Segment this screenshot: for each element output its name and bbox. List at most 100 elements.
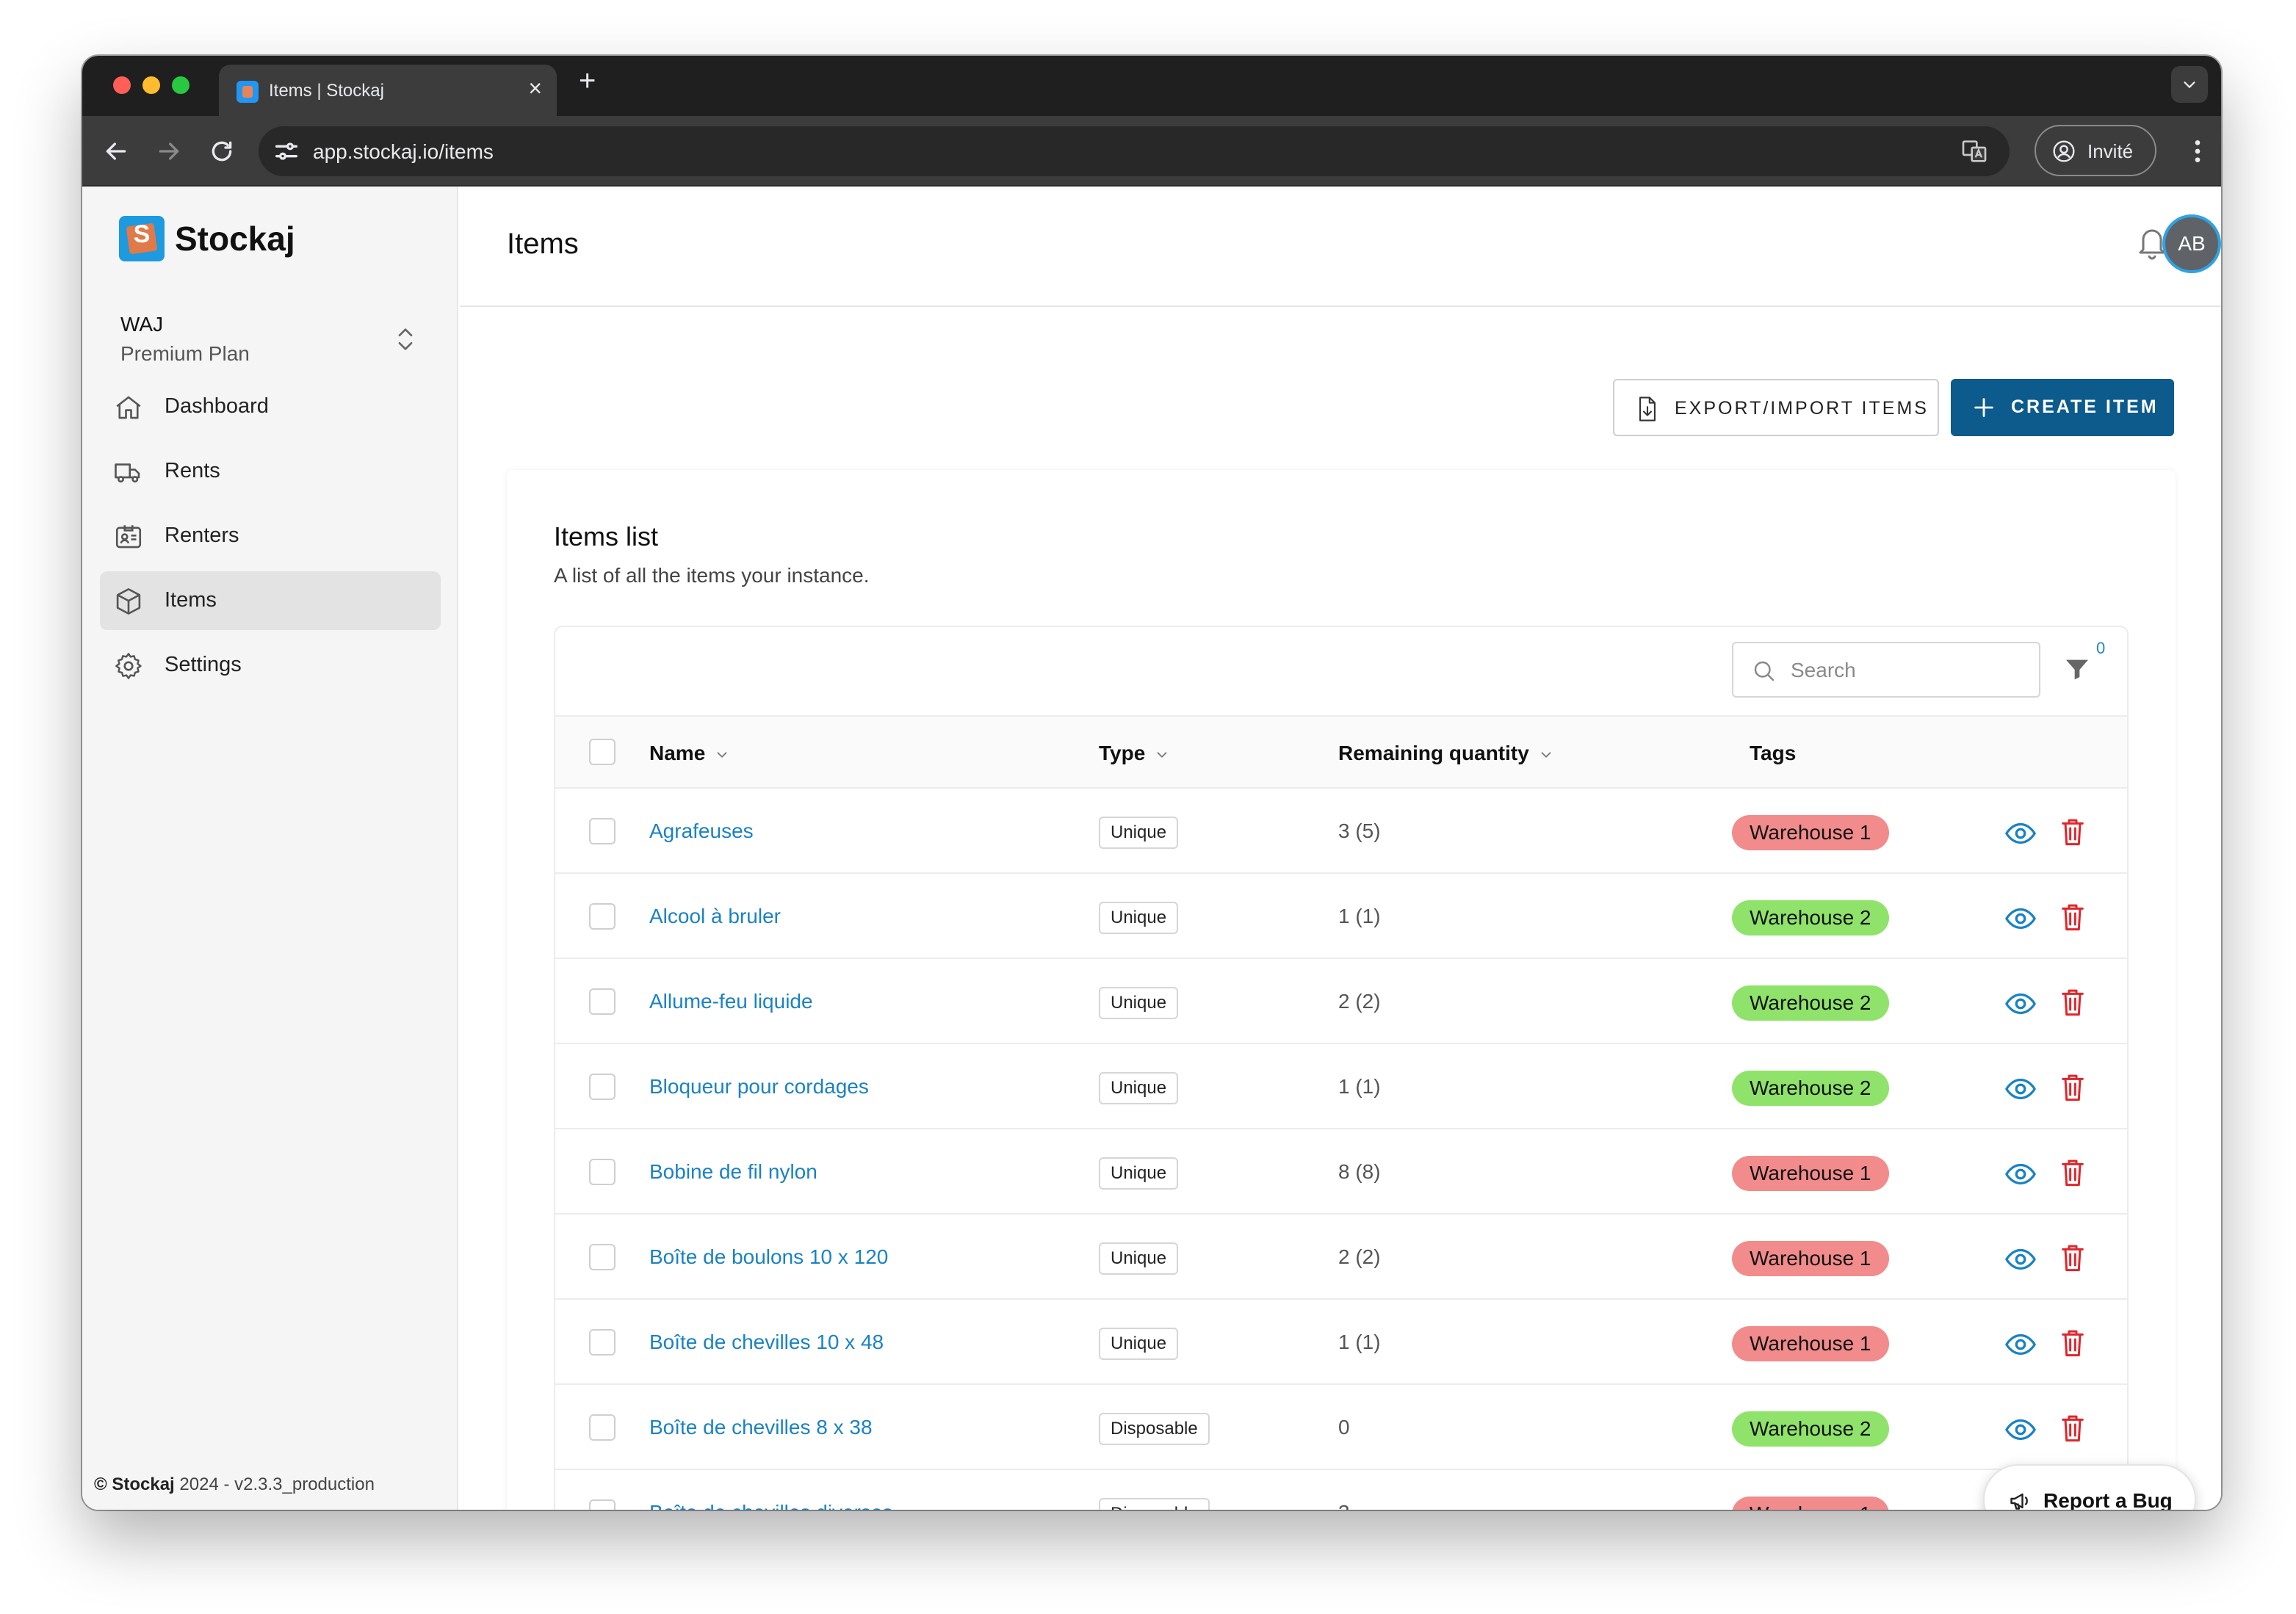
table-row[interactable]: Allume-feu liquide Unique 2 (2) Warehouse 2 (555, 960, 2127, 1044)
table-row[interactable]: Alcool à bruler Unique 1 (1) Warehouse 2 (555, 875, 2127, 959)
table-row[interactable]: Boîte de boulons 10 x 120 Unique 2 (2) Ware… (555, 1216, 2127, 1300)
chevron-down-icon (1541, 751, 1551, 758)
item-tag: Warehouse 2 (1732, 985, 1889, 1021)
item-name-link[interactable]: Boîte de boulons 10 x 120 (649, 1245, 889, 1268)
trash-icon[interactable] (2058, 985, 2087, 1019)
address-bar[interactable]: app.stockaj.io/items (259, 126, 2010, 176)
export-import-items-button[interactable]: EXPORT/IMPORT ITEMS (1613, 379, 1939, 436)
browser-tab[interactable]: Items | Stockaj × (219, 65, 557, 116)
column-remaining-quantity[interactable]: Remaining quantity (1338, 742, 1554, 765)
item-type-badge: Unique (1099, 987, 1179, 1019)
reload-button[interactable] (207, 137, 237, 166)
sidebar-item-items[interactable]: Items (100, 571, 441, 630)
translate-icon[interactable] (1960, 137, 1989, 166)
eye-icon[interactable] (2004, 987, 2037, 1021)
eye-icon[interactable] (2004, 902, 2037, 936)
search-field[interactable] (1732, 642, 2040, 698)
item-name-link[interactable]: Allume-feu liquide (649, 990, 813, 1013)
eye-icon[interactable] (2004, 1072, 2037, 1106)
items-list-subtitle: A list of all the items your instance. (554, 564, 870, 587)
trash-icon[interactable] (2058, 1156, 2087, 1190)
guest-label: Invité (2087, 140, 2134, 162)
item-remaining-quantity: 3 (1338, 1501, 1350, 1510)
item-name-link[interactable]: Boîte de chevilles 10 x 48 (649, 1331, 884, 1353)
item-type-badge: Unique (1099, 1157, 1179, 1190)
search-input[interactable] (1791, 656, 2026, 684)
item-remaining-quantity: 2 (2) (1338, 990, 1381, 1013)
back-button[interactable] (101, 137, 131, 166)
item-name-link[interactable]: Boîte de chevilles diverses (649, 1501, 893, 1510)
column-name[interactable]: Name (649, 742, 730, 765)
table-row[interactable]: Boîte de chevilles diverses Disposable 3 Wa… (555, 1472, 2127, 1510)
site-settings-icon[interactable] (272, 137, 301, 166)
item-name-link[interactable]: Boîte de chevilles 8 x 38 (649, 1416, 873, 1439)
tab-search-button[interactable] (2171, 66, 2208, 103)
report-bug-button[interactable]: Report a Bug (1983, 1464, 2196, 1510)
sidebar-item-label: Items (165, 588, 217, 612)
row-checkbox[interactable] (589, 903, 615, 930)
forward-button[interactable] (154, 137, 184, 166)
row-checkbox[interactable] (589, 1499, 615, 1510)
avatar[interactable]: AB (2162, 214, 2221, 273)
item-tag: Warehouse 2 (1732, 900, 1889, 936)
eye-icon[interactable] (2004, 1413, 2037, 1447)
eye-icon[interactable] (2004, 817, 2037, 850)
sidebar-item-dashboard[interactable]: Dashboard (100, 377, 441, 436)
trash-icon[interactable] (2058, 1326, 2087, 1360)
create-item-button[interactable]: CREATE ITEM (1951, 379, 2174, 436)
table-row[interactable]: Agrafeuses Unique 3 (5) Warehouse 1 (555, 790, 2127, 874)
sidebar-item-renters[interactable]: Renters (100, 507, 441, 565)
select-all-checkbox[interactable] (589, 739, 615, 765)
trash-icon[interactable] (2058, 1071, 2087, 1104)
sidebar-item-settings[interactable]: Settings (100, 636, 441, 695)
item-name-link[interactable]: Alcool à bruler (649, 905, 781, 927)
table-row[interactable]: Bobine de fil nylon Unique 8 (8) Warehouse … (555, 1131, 2127, 1215)
tab-close-icon[interactable]: × (528, 75, 542, 101)
minimize-window-button[interactable] (142, 76, 160, 94)
id-card-icon (115, 525, 142, 549)
item-type-badge: Unique (1099, 1072, 1179, 1104)
brand-name[interactable]: Stockaj (175, 220, 295, 258)
item-tag: Warehouse 1 (1732, 1156, 1889, 1191)
item-remaining-quantity: 8 (8) (1338, 1160, 1381, 1183)
eye-icon[interactable] (2004, 1157, 2037, 1191)
arrow-right-icon (159, 142, 179, 160)
table-row[interactable]: Boîte de chevilles 10 x 48 Unique 1 (1) War… (555, 1301, 2127, 1385)
new-tab-button[interactable]: + (579, 65, 596, 97)
item-name-link[interactable]: Bobine de fil nylon (649, 1160, 817, 1183)
filter-icon[interactable] (2062, 655, 2092, 684)
trash-icon[interactable] (2058, 815, 2087, 849)
column-remaining-label: Remaining quantity (1338, 742, 1529, 764)
eye-icon[interactable] (2004, 1328, 2037, 1361)
row-checkbox[interactable] (589, 1074, 615, 1100)
table-row[interactable]: Bloqueur pour cordages Unique 1 (1) Warehou… (555, 1046, 2127, 1129)
stockaj-logo-icon[interactable]: S (119, 216, 165, 261)
item-name-link[interactable]: Agrafeuses (649, 819, 754, 842)
row-checkbox[interactable] (589, 818, 615, 844)
item-name-link[interactable]: Bloqueur pour cordages (649, 1075, 869, 1098)
trash-icon[interactable] (2058, 1411, 2087, 1445)
eye-icon[interactable] (2004, 1242, 2037, 1276)
gear-icon (115, 653, 142, 679)
bell-icon[interactable] (2134, 223, 2170, 261)
close-window-button[interactable] (113, 76, 131, 94)
item-remaining-quantity: 3 (5) (1338, 819, 1381, 842)
trash-icon[interactable] (2058, 1241, 2087, 1275)
row-checkbox[interactable] (589, 1414, 615, 1441)
trash-icon[interactable] (2058, 900, 2087, 934)
sidebar-item-rents[interactable]: Rents (100, 442, 441, 501)
tab-title: Items | Stockaj (269, 81, 384, 101)
row-checkbox[interactable] (589, 988, 615, 1015)
table-row[interactable]: Boîte de chevilles 8 x 38 Disposable 0 Ware… (555, 1386, 2127, 1470)
items-list-title: Items list (554, 521, 659, 551)
item-remaining-quantity: 2 (2) (1338, 1245, 1381, 1268)
row-checkbox[interactable] (589, 1244, 615, 1270)
sidebar-item-label: Dashboard (165, 394, 269, 418)
org-switcher-icon[interactable] (394, 325, 417, 354)
column-type[interactable]: Type (1099, 742, 1170, 765)
row-checkbox[interactable] (589, 1159, 615, 1185)
maximize-window-button[interactable] (172, 76, 189, 94)
browser-menu-icon[interactable] (2183, 135, 2212, 167)
guest-profile-button[interactable]: Invité (2035, 125, 2156, 176)
row-checkbox[interactable] (589, 1329, 615, 1356)
